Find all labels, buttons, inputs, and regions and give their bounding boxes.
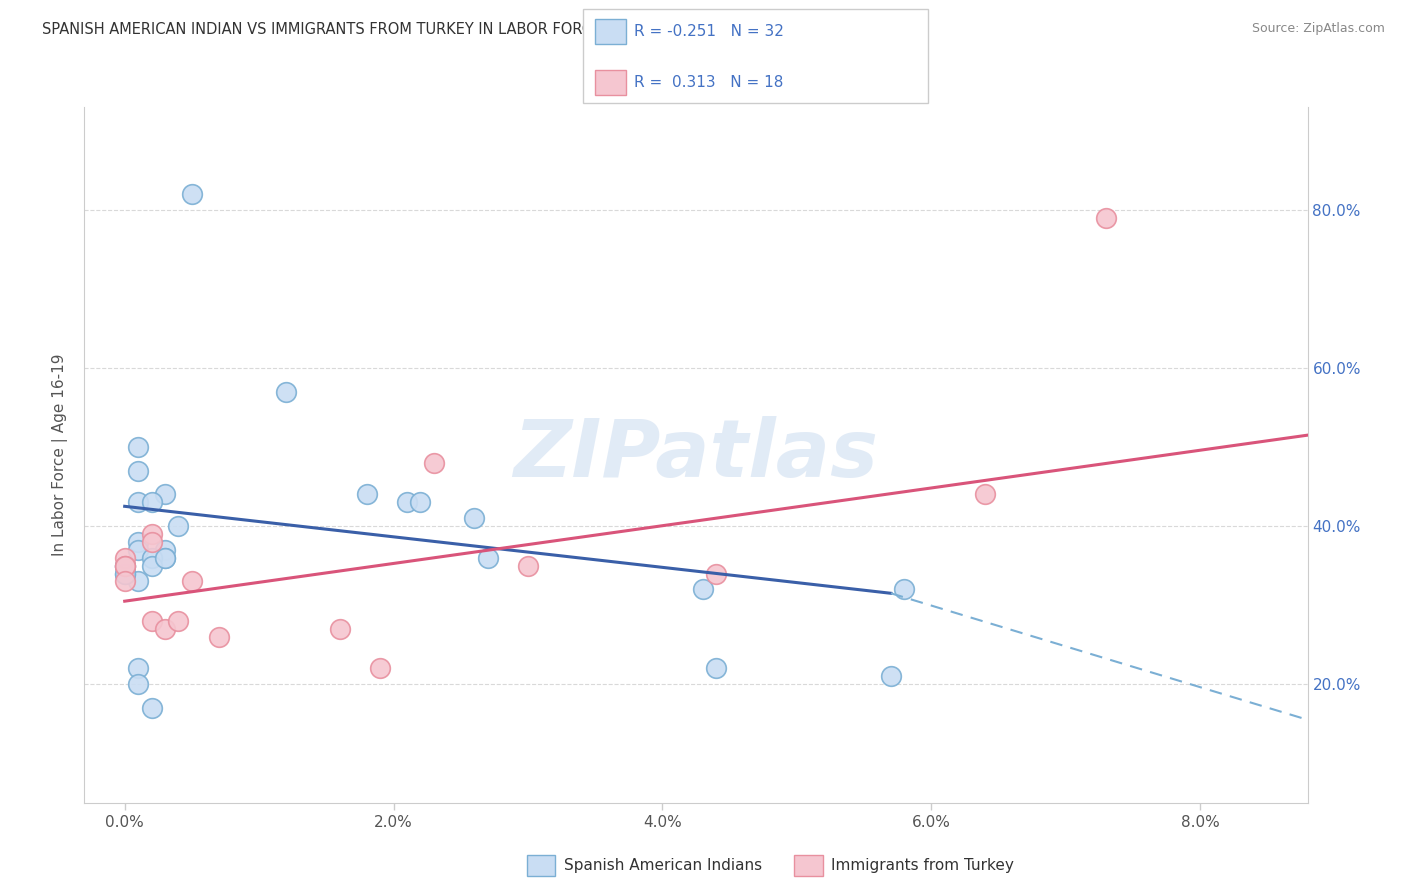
Point	[153, 550, 176, 565]
Point	[141, 701, 163, 715]
Point	[368, 661, 391, 675]
Point	[423, 456, 446, 470]
Point	[127, 534, 149, 549]
Point	[704, 661, 727, 675]
Text: Spanish American Indians: Spanish American Indians	[564, 858, 762, 872]
Point	[395, 495, 418, 509]
Point	[893, 582, 915, 597]
Point	[127, 661, 149, 675]
Point	[127, 495, 149, 509]
Point	[127, 677, 149, 691]
Point	[141, 527, 163, 541]
Point	[208, 630, 231, 644]
Point	[180, 574, 202, 589]
Point	[880, 669, 903, 683]
Point	[114, 574, 136, 589]
Point	[114, 566, 136, 581]
Point	[167, 519, 190, 533]
Point	[114, 558, 136, 573]
Text: Immigrants from Turkey: Immigrants from Turkey	[831, 858, 1014, 872]
Point	[127, 542, 149, 557]
Point	[141, 550, 163, 565]
Point	[114, 558, 136, 573]
Point	[141, 614, 163, 628]
Point	[153, 550, 176, 565]
Point	[704, 566, 727, 581]
Point	[127, 464, 149, 478]
Point	[114, 550, 136, 565]
Point	[477, 550, 499, 565]
Point	[1095, 211, 1118, 225]
Point	[114, 558, 136, 573]
Point	[463, 511, 485, 525]
Text: Source: ZipAtlas.com: Source: ZipAtlas.com	[1251, 22, 1385, 36]
Point	[153, 487, 176, 501]
Text: SPANISH AMERICAN INDIAN VS IMMIGRANTS FROM TURKEY IN LABOR FORCE | AGE 16-19 COR: SPANISH AMERICAN INDIAN VS IMMIGRANTS FR…	[42, 22, 855, 38]
Point	[114, 566, 136, 581]
Text: R = -0.251   N = 32: R = -0.251 N = 32	[634, 24, 785, 38]
Point	[974, 487, 997, 501]
Point	[127, 440, 149, 454]
Text: ZIPatlas: ZIPatlas	[513, 416, 879, 494]
Point	[141, 534, 163, 549]
Point	[409, 495, 432, 509]
Point	[180, 187, 202, 202]
Point	[692, 582, 714, 597]
Point	[114, 558, 136, 573]
Point	[153, 622, 176, 636]
Point	[141, 558, 163, 573]
Point	[141, 495, 163, 509]
Point	[329, 622, 352, 636]
Point	[127, 574, 149, 589]
Point	[153, 542, 176, 557]
Point	[274, 384, 297, 399]
Point	[356, 487, 378, 501]
Y-axis label: In Labor Force | Age 16-19: In Labor Force | Age 16-19	[52, 353, 67, 557]
Point	[167, 614, 190, 628]
Text: R =  0.313   N = 18: R = 0.313 N = 18	[634, 76, 783, 90]
Point	[516, 558, 538, 573]
